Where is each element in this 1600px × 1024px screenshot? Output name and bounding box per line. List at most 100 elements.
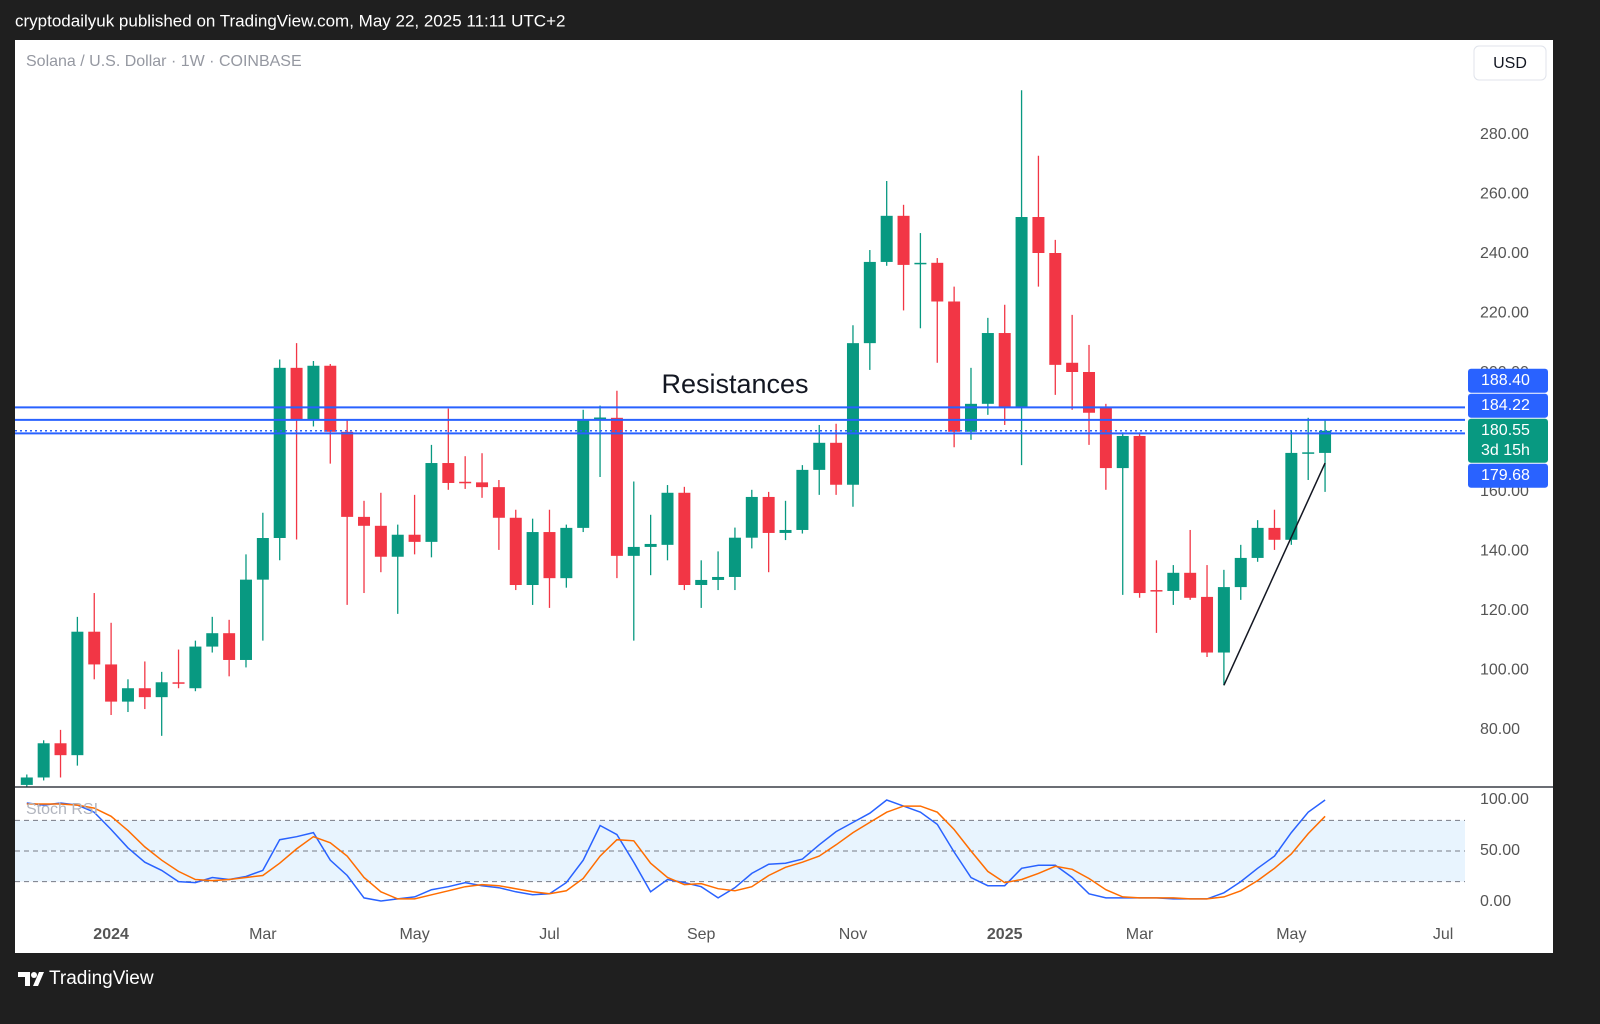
candle-body <box>374 525 387 557</box>
candle-body <box>1184 572 1197 598</box>
x-tick-label: Mar <box>1126 926 1154 943</box>
y-tick-label: 280.00 <box>1480 126 1529 143</box>
indicator-title: Stoch RSI <box>26 801 98 818</box>
symbol-title: Solana / U.S. Dollar · 1W · COINBASE <box>26 53 302 70</box>
y-tick-label: 100.00 <box>1480 662 1529 679</box>
candle-body <box>189 646 202 689</box>
brand: TradingView <box>49 968 154 989</box>
candle-body <box>627 546 640 556</box>
candle-body <box>476 482 489 488</box>
candle-body <box>1268 527 1281 540</box>
y-tick-label: 140.00 <box>1480 543 1529 560</box>
candle-body <box>358 516 371 526</box>
price-tag <box>1468 393 1548 418</box>
brand-icon-dot <box>31 972 37 978</box>
price-tag <box>1468 418 1548 463</box>
candle-body <box>1285 452 1298 540</box>
candle-body <box>695 579 708 586</box>
candle-body <box>644 543 657 547</box>
brand-logo <box>18 972 44 986</box>
candle-body <box>121 688 134 702</box>
price-tag-label: 179.68 <box>1481 467 1530 484</box>
candle-body <box>492 487 505 518</box>
candle-body <box>256 538 269 580</box>
y-tick-label: 80.00 <box>1480 721 1520 738</box>
candle-body <box>577 419 590 528</box>
candle-body <box>324 365 337 432</box>
trendline <box>1223 462 1326 686</box>
candle-body <box>1167 572 1180 591</box>
candle-body <box>1066 362 1079 372</box>
x-tick-label: May <box>1276 926 1306 943</box>
candle-body <box>1015 217 1028 408</box>
candle-body <box>880 215 893 262</box>
candle-body <box>425 463 438 542</box>
candle-body <box>1251 527 1264 558</box>
candle-body <box>897 215 910 265</box>
candle-body <box>964 403 977 432</box>
annotation: Resistances <box>661 369 808 399</box>
brand-icon <box>18 972 44 986</box>
candle-body <box>459 481 472 484</box>
candle-body <box>71 631 84 756</box>
candle-body <box>948 301 961 432</box>
candle-body <box>796 469 809 530</box>
candle-body <box>543 532 556 579</box>
y-tick-label: 50.00 <box>1480 842 1520 859</box>
candle-body <box>1319 430 1332 453</box>
candle-body <box>678 492 691 586</box>
candle-body <box>1217 587 1230 653</box>
candle-body <box>863 261 876 344</box>
candle-body <box>931 262 944 302</box>
x-tick-label: 2024 <box>93 926 129 943</box>
candle-body <box>560 527 573 579</box>
y-tick-label: 0.00 <box>1480 893 1511 910</box>
candle-body <box>307 365 320 421</box>
y-tick-label: 120.00 <box>1480 602 1529 619</box>
candle-body <box>846 343 859 485</box>
candle-body <box>442 463 455 483</box>
candle-body <box>914 262 927 265</box>
y-tick-label: 260.00 <box>1480 186 1529 203</box>
x-tick-label: Nov <box>839 926 867 943</box>
candle-body <box>712 576 725 580</box>
price-tag-label: 180.55 <box>1481 422 1530 439</box>
candle-body <box>138 688 151 698</box>
candle-body <box>1049 253 1062 365</box>
candle-body <box>105 664 118 702</box>
candle-body <box>1302 452 1315 454</box>
candle-body <box>526 532 539 586</box>
candle-body <box>155 682 168 698</box>
candle-body <box>509 517 522 586</box>
candle-body <box>408 534 421 542</box>
candle-body <box>1133 435 1146 594</box>
price-tag-countdown: 3d 15h <box>1481 442 1530 459</box>
x-tick-label: Mar <box>249 926 277 943</box>
candle-body <box>290 367 303 421</box>
candle-body <box>1201 596 1214 653</box>
candle-body <box>1099 407 1112 469</box>
candle-body <box>88 631 101 665</box>
stoch-line <box>26 803 1326 900</box>
candle-body <box>37 743 50 778</box>
currency-button[interactable] <box>1473 45 1547 81</box>
x-tick-label: Jul <box>1433 926 1453 943</box>
candle-body <box>813 442 826 470</box>
candle-body <box>762 496 775 533</box>
y-tick-label: 100.00 <box>1480 791 1529 808</box>
candle-body <box>830 442 843 485</box>
chart-panel <box>15 40 1553 953</box>
candle-body <box>1150 590 1163 592</box>
candle-body <box>273 367 286 538</box>
candle-body <box>54 743 67 756</box>
candle-body <box>998 333 1011 408</box>
y-tick-label: 240.00 <box>1480 245 1529 262</box>
currency-button-label[interactable]: USD <box>1493 55 1527 72</box>
candle-body <box>391 534 404 557</box>
x-tick-label: May <box>399 926 429 943</box>
candle-body <box>779 529 792 533</box>
x-tick-label: 2025 <box>987 926 1023 943</box>
price-tag-label: 188.40 <box>1481 372 1530 389</box>
candle-body <box>223 633 236 660</box>
